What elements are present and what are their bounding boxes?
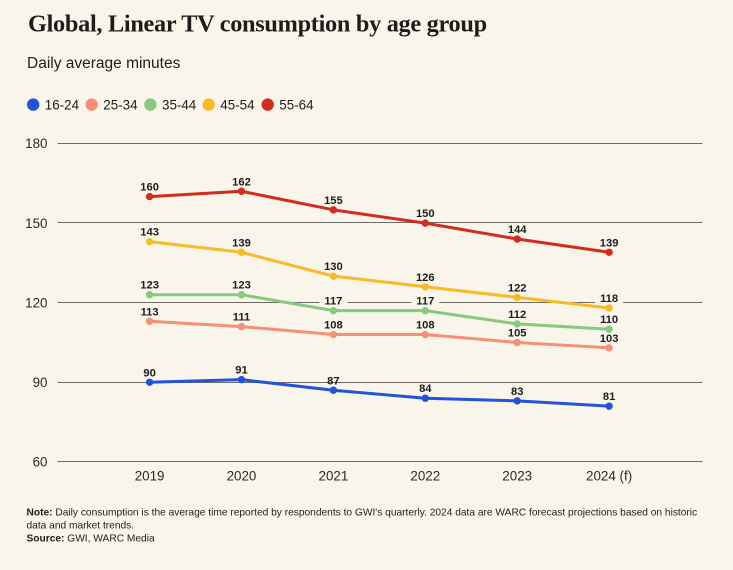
svg-text:2021: 2021 [319, 469, 349, 484]
svg-text:Daily average minutes: Daily average minutes [27, 55, 181, 72]
svg-text:84: 84 [419, 383, 432, 395]
svg-text:118: 118 [600, 293, 618, 305]
svg-text:108: 108 [324, 320, 343, 332]
svg-text:105: 105 [508, 328, 527, 340]
svg-text:2019: 2019 [135, 469, 165, 484]
svg-text:16-24: 16-24 [45, 97, 80, 112]
svg-text:113: 113 [141, 306, 159, 318]
svg-text:160: 160 [140, 182, 159, 194]
svg-text:150: 150 [25, 216, 47, 231]
svg-text:25-34: 25-34 [103, 97, 138, 112]
svg-text:91: 91 [235, 365, 247, 377]
svg-text:Global, Linear TV consumption: Global, Linear TV consumption by age gro… [28, 11, 487, 38]
svg-text:90: 90 [33, 375, 48, 390]
svg-text:111: 111 [233, 312, 250, 324]
svg-text:87: 87 [327, 375, 339, 387]
svg-text:117: 117 [324, 296, 342, 308]
svg-text:162: 162 [232, 176, 251, 188]
svg-text:90: 90 [143, 367, 155, 379]
svg-text:117: 117 [416, 296, 434, 308]
svg-text:123: 123 [232, 280, 251, 292]
svg-text:144: 144 [508, 224, 527, 236]
svg-text:data and market trends.: data and market trends. [27, 521, 135, 532]
svg-text:2023: 2023 [502, 469, 532, 484]
svg-text:108: 108 [416, 320, 435, 332]
svg-text:139: 139 [600, 237, 619, 249]
svg-text:139: 139 [232, 237, 251, 249]
svg-text:Source: GWI, WARC Media: Source: GWI, WARC Media [27, 534, 155, 545]
svg-text:45-54: 45-54 [220, 97, 255, 112]
svg-text:2024 (f): 2024 (f) [586, 469, 632, 484]
svg-text:2020: 2020 [227, 469, 257, 484]
svg-text:103: 103 [600, 333, 619, 345]
svg-text:112: 112 [508, 309, 526, 321]
svg-text:180: 180 [25, 136, 47, 151]
svg-text:143: 143 [140, 227, 159, 239]
svg-text:55-64: 55-64 [279, 97, 314, 112]
svg-text:83: 83 [511, 386, 523, 398]
svg-text:123: 123 [140, 280, 159, 292]
svg-text:Note: Daily consumption is the: Note: Daily consumption is the average t… [27, 508, 698, 519]
svg-text:126: 126 [416, 272, 435, 284]
svg-text:81: 81 [603, 391, 615, 403]
svg-text:35-44: 35-44 [162, 97, 197, 112]
svg-text:110: 110 [600, 314, 618, 326]
svg-text:60: 60 [33, 455, 48, 470]
svg-text:155: 155 [324, 195, 343, 207]
svg-text:122: 122 [508, 282, 527, 294]
svg-text:120: 120 [25, 295, 47, 310]
svg-text:2022: 2022 [410, 469, 440, 484]
svg-text:150: 150 [416, 208, 435, 220]
svg-text:130: 130 [324, 261, 343, 273]
